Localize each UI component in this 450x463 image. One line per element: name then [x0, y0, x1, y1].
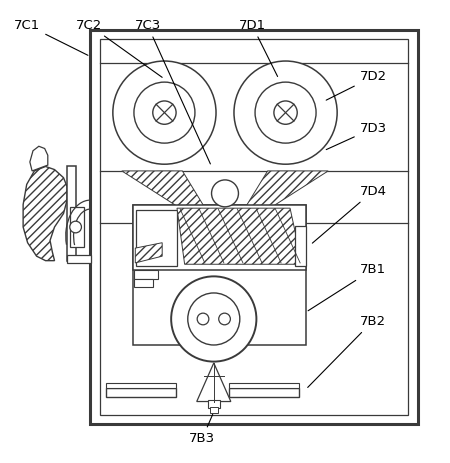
Circle shape	[134, 82, 195, 143]
Polygon shape	[135, 243, 162, 263]
Circle shape	[219, 313, 230, 325]
Bar	[277, 171, 294, 180]
Text: 7B3: 7B3	[189, 414, 215, 445]
Circle shape	[197, 313, 209, 325]
Polygon shape	[243, 171, 328, 223]
Bar	[210, 407, 218, 413]
Bar	[230, 383, 299, 388]
Text: 7D1: 7D1	[238, 19, 278, 76]
Circle shape	[171, 276, 256, 362]
Circle shape	[188, 293, 240, 345]
Circle shape	[212, 180, 239, 207]
Text: 7C3: 7C3	[135, 19, 211, 164]
Bar	[106, 388, 176, 398]
Text: 7C2: 7C2	[76, 19, 162, 77]
Bar	[135, 269, 157, 279]
Bar	[133, 205, 306, 269]
Bar	[207, 400, 220, 408]
Polygon shape	[197, 363, 231, 401]
Bar	[133, 205, 306, 344]
Polygon shape	[23, 167, 67, 261]
Text: 7D4: 7D4	[312, 185, 387, 243]
Polygon shape	[122, 171, 207, 223]
Text: 7D2: 7D2	[326, 70, 387, 100]
Circle shape	[234, 61, 337, 164]
Circle shape	[113, 61, 216, 164]
Bar	[295, 226, 306, 267]
Text: 7B2: 7B2	[308, 315, 386, 388]
Bar	[70, 207, 84, 247]
Circle shape	[274, 101, 297, 124]
Text: 7B1: 7B1	[308, 263, 386, 311]
Text: 7C1: 7C1	[14, 19, 88, 55]
Bar	[67, 167, 76, 261]
Bar	[106, 383, 176, 388]
Circle shape	[70, 221, 81, 233]
Bar	[67, 255, 91, 263]
Bar	[136, 210, 176, 267]
Bar	[135, 279, 153, 287]
Polygon shape	[30, 146, 48, 171]
Bar	[230, 388, 299, 398]
Bar	[90, 30, 418, 425]
Circle shape	[153, 101, 176, 124]
Bar	[156, 171, 173, 180]
Polygon shape	[177, 208, 302, 264]
Circle shape	[255, 82, 316, 143]
Text: 7D3: 7D3	[326, 122, 387, 150]
Bar	[100, 39, 408, 414]
